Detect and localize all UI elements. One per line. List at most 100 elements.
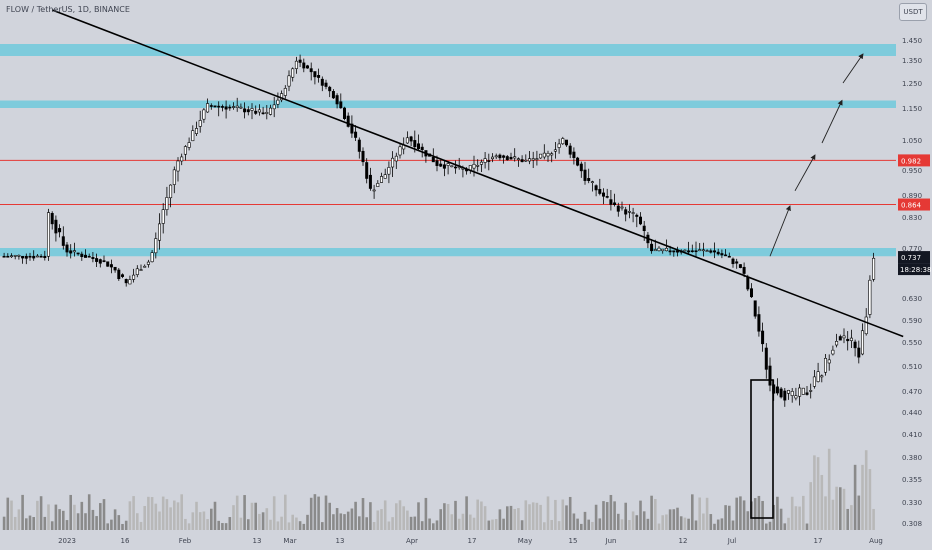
volume-bar: [243, 495, 246, 530]
time-tick-label: 2023: [58, 537, 76, 545]
volume-bar: [302, 523, 306, 530]
candle: [857, 347, 861, 358]
volume-bar: [602, 501, 605, 530]
candle: [757, 314, 761, 332]
candle: [853, 341, 857, 349]
candle: [106, 261, 110, 267]
candle: [613, 202, 617, 206]
volume-bar: [409, 516, 413, 530]
volume-bar: [739, 496, 742, 530]
candle: [609, 199, 613, 205]
volume-bar: [402, 506, 405, 530]
candle: [198, 120, 202, 127]
candle: [553, 149, 557, 152]
volume-bar: [439, 509, 442, 530]
candle: [661, 248, 665, 252]
price-tick-label: 1.350: [902, 57, 922, 65]
candle: [472, 163, 476, 169]
candle: [539, 153, 543, 159]
price-tick-label: 0.890: [902, 192, 922, 200]
candle: [35, 255, 39, 258]
volume-bar: [824, 496, 827, 530]
candle: [768, 365, 772, 386]
price-tick-label: 0.630: [902, 295, 922, 303]
candle: [169, 184, 173, 199]
volume-bar: [420, 521, 424, 530]
volume-bar: [150, 497, 154, 530]
price-tick-label: 1.150: [902, 105, 922, 113]
candle: [76, 252, 80, 255]
candle: [54, 219, 58, 234]
volume-bar: [28, 515, 32, 530]
candle: [605, 196, 609, 198]
candle: [761, 330, 765, 345]
candle: [727, 255, 731, 258]
volume-bar: [598, 518, 602, 530]
candle: [594, 185, 598, 191]
volume-bar: [328, 502, 331, 530]
volume-bar: [287, 522, 291, 530]
candle: [331, 91, 335, 99]
volume-bar: [668, 509, 672, 530]
volume-bar: [813, 455, 816, 530]
volume-bar: [21, 494, 24, 530]
volume-bar: [798, 506, 801, 530]
price-axis: 1.450 1.350 1.250 1.150 1.050 0.950 0.890 0.830…: [898, 37, 931, 528]
volume-bar: [198, 512, 202, 530]
candle: [568, 145, 572, 155]
projection-arrow: [842, 53, 864, 84]
currency-unit-button[interactable]: USDT: [899, 3, 927, 21]
candle: [516, 158, 520, 161]
volume-bar: [779, 508, 783, 530]
candle: [209, 105, 213, 107]
volume-bar: [757, 495, 761, 530]
candle: [268, 107, 272, 115]
volume-bar: [6, 497, 10, 530]
volume-bar: [517, 508, 520, 530]
volume-bar: [568, 496, 572, 530]
volume-bar: [872, 508, 875, 530]
candle: [746, 276, 750, 290]
volume-bar: [687, 518, 690, 530]
volume-bar: [650, 495, 653, 530]
candle: [217, 105, 221, 108]
volume-bar: [232, 505, 235, 530]
projection-arrow: [769, 205, 791, 257]
volume-bar: [395, 503, 398, 530]
volume-bar: [528, 504, 531, 530]
volume-bar: [587, 519, 590, 530]
candle: [783, 390, 787, 401]
volume-bar: [524, 500, 528, 530]
volume-bar: [136, 513, 139, 530]
candle: [265, 112, 269, 114]
candles: [2, 54, 876, 407]
price-tick-label: 0.308: [902, 520, 922, 528]
volume-bar: [546, 496, 550, 530]
candle: [687, 250, 691, 253]
candle: [409, 136, 413, 142]
candle: [520, 159, 524, 163]
volume-bar: [265, 508, 269, 530]
candle: [6, 255, 10, 258]
volume-bar: [765, 523, 768, 530]
volume-bar: [113, 509, 117, 530]
candle: [820, 375, 824, 378]
volume-bar: [335, 508, 339, 530]
volume-bar: [380, 509, 383, 530]
price-tick-label: 1.450: [902, 37, 922, 45]
volume-bar: [132, 496, 135, 530]
candle: [32, 255, 36, 259]
volume-bar: [221, 523, 224, 530]
volume-bar: [128, 501, 132, 530]
price-label: 0.737: [901, 254, 921, 262]
volume-bar: [465, 496, 468, 530]
candle: [379, 176, 383, 183]
candle: [635, 214, 639, 217]
volume-bar: [728, 505, 731, 530]
candle: [235, 105, 239, 108]
volume-bar: [787, 517, 790, 530]
candle: [287, 75, 291, 87]
candle: [146, 261, 150, 265]
candle: [690, 250, 694, 253]
